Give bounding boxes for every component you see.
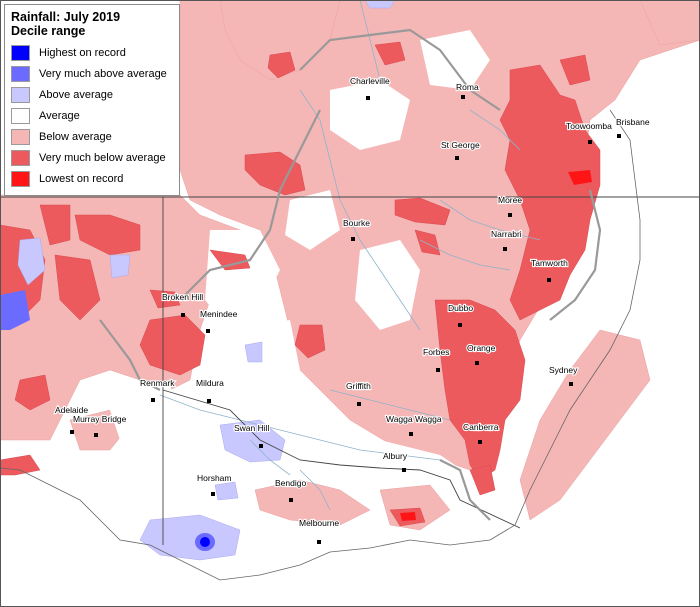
legend-swatch <box>11 128 30 145</box>
above-average-strong-regions <box>0 290 215 551</box>
place-label: Swan Hill <box>234 423 270 433</box>
legend-item: Very much above average <box>11 63 173 84</box>
place-label: Canberra <box>463 422 499 432</box>
legend-swatch <box>11 44 30 61</box>
above-average-regions <box>17 0 396 561</box>
legend-label: Very much above average <box>39 67 167 80</box>
place-label: Moree <box>498 195 522 205</box>
legend-label: Below average <box>39 130 112 143</box>
place-label: Albury <box>383 451 408 461</box>
ocean-east <box>470 180 700 607</box>
legend-item: Highest on record <box>11 42 173 63</box>
legend-label: Lowest on record <box>39 172 124 185</box>
map-subtitle: Decile range <box>11 24 86 38</box>
place-label: Sydney <box>549 365 578 375</box>
legend-swatch <box>11 107 30 124</box>
legend-swatch <box>11 170 30 187</box>
legend-swatch <box>11 65 30 82</box>
legend-list: Highest on record Very much above averag… <box>11 42 173 189</box>
coastline <box>0 109 641 581</box>
legend-item: Average <box>11 105 173 126</box>
place-label: Forbes <box>423 347 449 357</box>
legend-label: Average <box>39 109 80 122</box>
below-average-regions <box>0 0 700 531</box>
basin-outlines <box>99 28 602 521</box>
place-label: Renmark <box>140 378 175 388</box>
state-borders <box>0 196 700 545</box>
place-label: Tamworth <box>531 258 568 268</box>
legend-label: Very much below average <box>39 151 166 164</box>
place-label: Orange <box>467 343 496 353</box>
legend-item: Very much below average <box>11 147 173 168</box>
place-label: Mildura <box>196 378 224 388</box>
place-label: Adelaide <box>55 405 88 415</box>
place-label: Broken Hill <box>162 292 203 302</box>
place-label: Menindee <box>200 309 238 319</box>
legend-swatch <box>11 86 30 103</box>
rivers <box>159 0 541 511</box>
legend-item: Above average <box>11 84 173 105</box>
place-labels: Charleville Roma Toowoomba Brisbane St G… <box>54 75 651 529</box>
legend-item: Lowest on record <box>11 168 173 189</box>
map-legend: Rainfall: July 2019 Decile range Highest… <box>4 4 180 196</box>
place-label: Dubbo <box>448 303 473 313</box>
place-label: Bendigo <box>275 478 306 488</box>
place-label: Toowoomba <box>566 121 612 131</box>
lowest-on-record-regions <box>400 170 592 521</box>
place-label: Melbourne <box>299 518 339 528</box>
place-label: Brisbane <box>616 117 650 127</box>
town-markers <box>70 95 621 544</box>
place-label: Murray Bridge <box>73 414 127 424</box>
place-label: Wagga Wagga <box>386 414 442 424</box>
place-label: Bourke <box>343 218 370 228</box>
very-much-below-average-regions <box>0 41 601 527</box>
place-label: St George <box>441 140 480 150</box>
legend-swatch <box>11 149 30 166</box>
place-label: Narrabri <box>491 229 522 239</box>
map-title: Rainfall: July 2019 <box>11 10 121 24</box>
place-label: Charleville <box>350 76 390 86</box>
place-label: Griffith <box>346 381 371 391</box>
legend-label: Highest on record <box>39 46 126 59</box>
place-label: Roma <box>456 82 479 92</box>
average-regions <box>100 30 490 580</box>
place-label: Horsham <box>197 473 231 483</box>
legend-label: Above average <box>39 88 113 101</box>
legend-item: Below average <box>11 126 173 147</box>
